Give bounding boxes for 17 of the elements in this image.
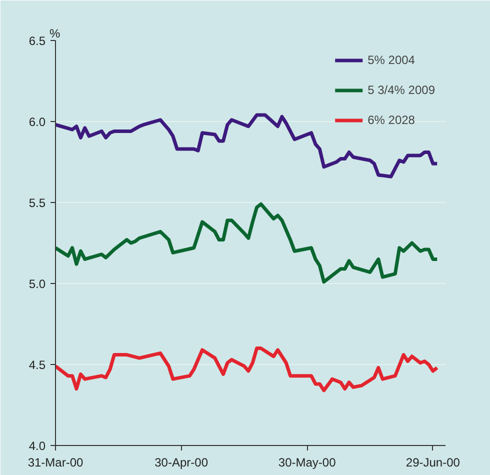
line-series [56,346,439,392]
legend-label: 6% 2028 [368,113,415,127]
x-tick-label: 31-Mar-00 [28,456,84,470]
x-tick-label: 29-Jun-00 [406,456,460,470]
legend-label: 5% 2004 [368,53,415,67]
x-tick-label: 30-May-00 [278,456,336,470]
y-tick-label: 4.0 [28,439,46,453]
y-tick-label: 6.0 [28,115,46,129]
y-axis-title: % [50,26,60,40]
y-tick-label: 5.5 [28,196,46,210]
y-tick-label: 6.5 [28,34,46,48]
line-series [56,113,439,178]
legend-label: 5 3/4% 2009 [368,83,435,97]
y-tick-label: 4.5 [28,358,46,372]
y-tick-label: 5.0 [28,277,46,291]
line-series [56,202,439,284]
x-tick-label: 30-Apr-00 [154,456,208,470]
